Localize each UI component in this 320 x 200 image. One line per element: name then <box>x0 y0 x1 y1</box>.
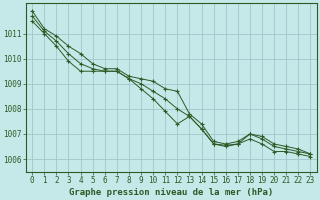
X-axis label: Graphe pression niveau de la mer (hPa): Graphe pression niveau de la mer (hPa) <box>69 188 274 197</box>
